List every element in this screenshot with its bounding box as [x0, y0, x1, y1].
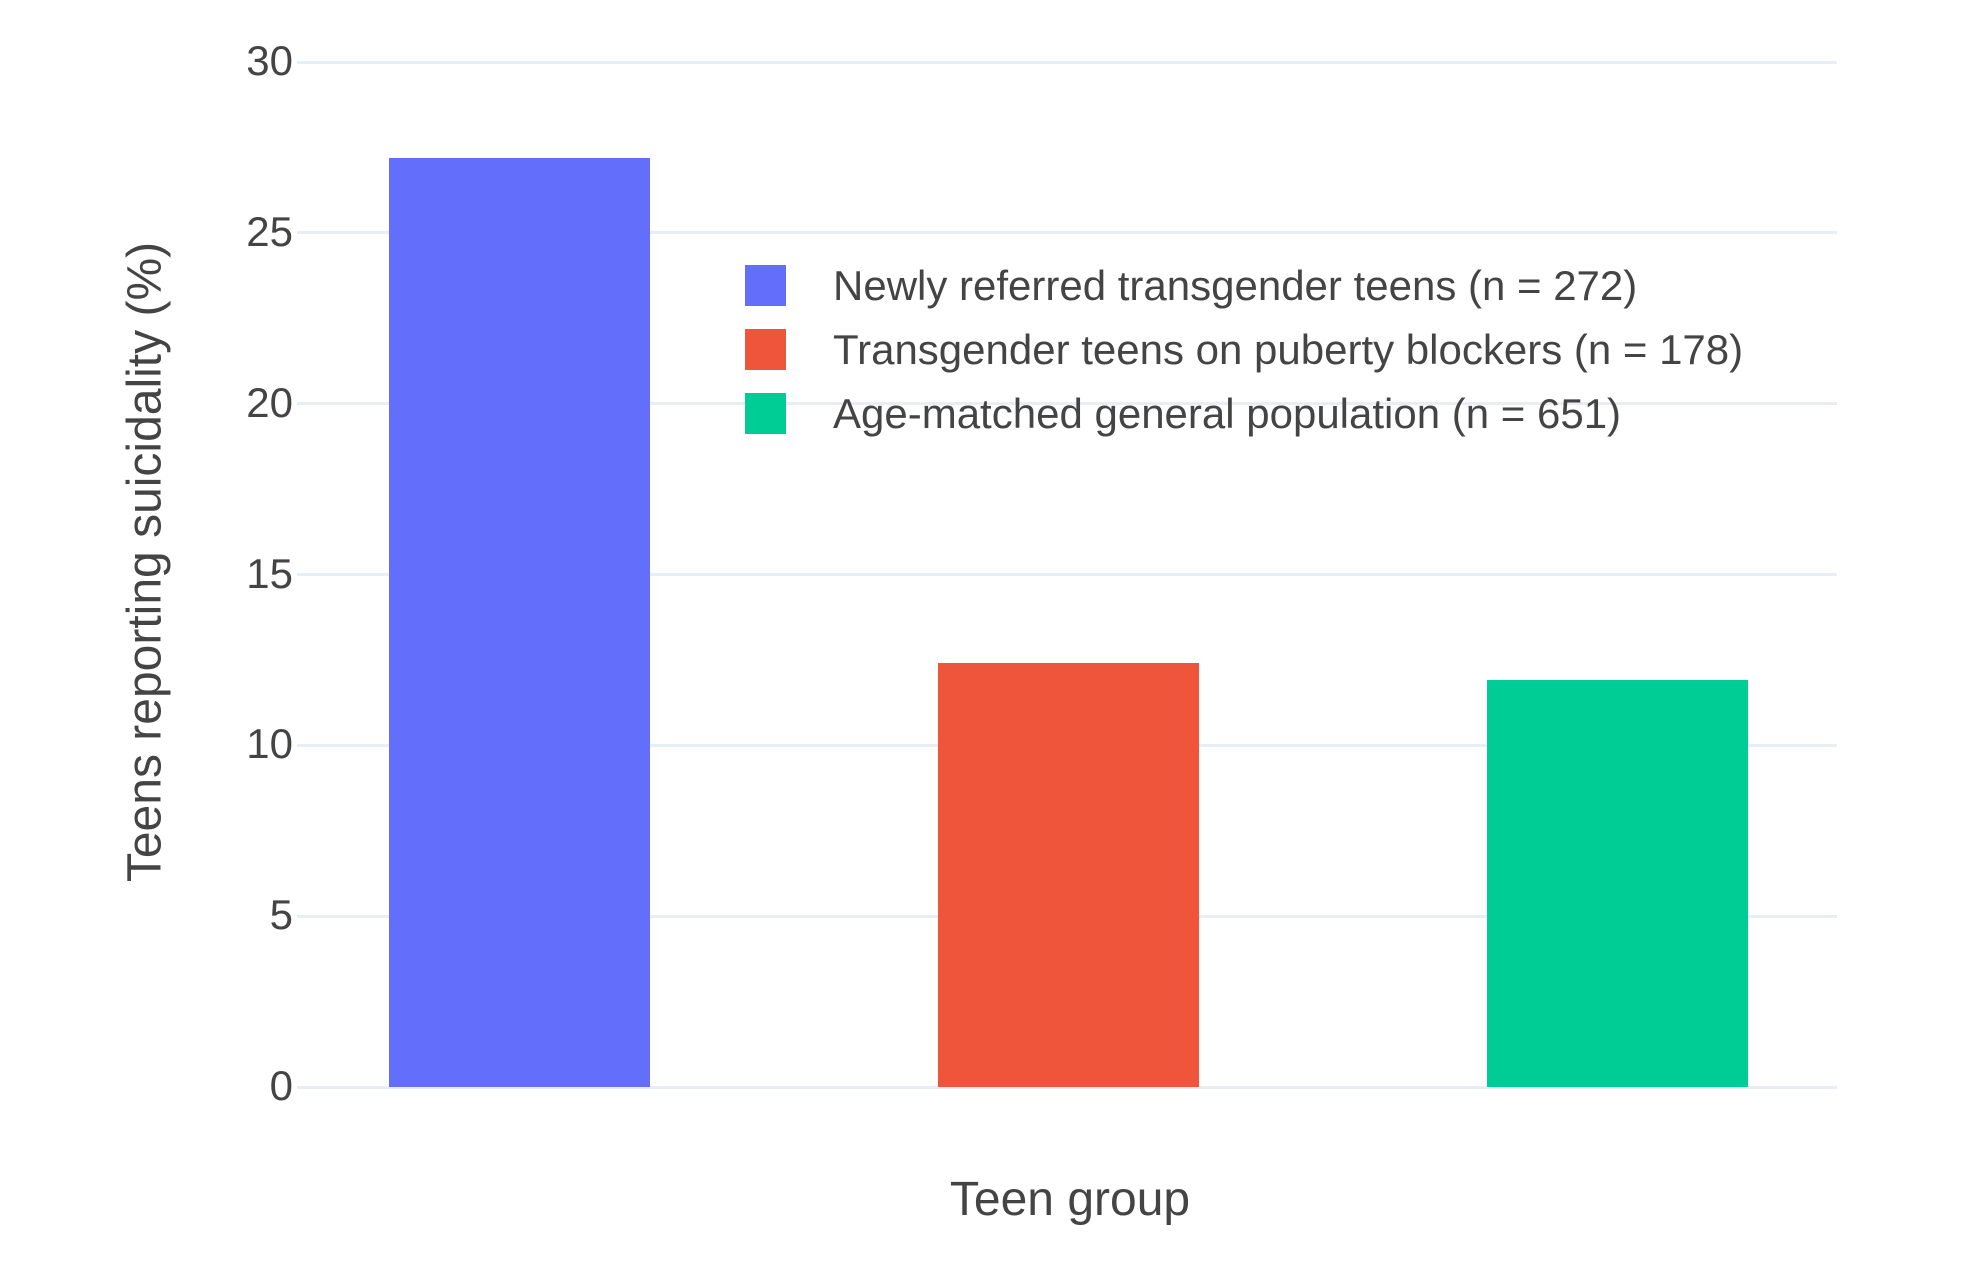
legend-item-3[interactable]: Age-matched general population (n = 651): [745, 390, 1743, 437]
legend-label: Newly referred transgender teens (n = 27…: [833, 261, 1638, 309]
y-tick-label-30: 30: [246, 37, 293, 85]
legend-item-1[interactable]: Newly referred transgender teens (n = 27…: [745, 262, 1743, 309]
gridline-30: [297, 60, 1837, 64]
gridline-0: [297, 1085, 1837, 1089]
y-tick-label-5: 5: [269, 891, 293, 939]
y-tick-label-15: 15: [246, 549, 293, 597]
legend-item-2[interactable]: Transgender teens on puberty blockers (n…: [745, 326, 1743, 373]
legend-swatch-icon[interactable]: [745, 329, 786, 370]
bar-3[interactable]: [1487, 680, 1748, 1087]
bar-1[interactable]: [389, 157, 650, 1087]
y-tick-label-10: 10: [246, 720, 293, 768]
legend-label: Age-matched general population (n = 651): [833, 389, 1622, 437]
gridline-25: [297, 231, 1837, 235]
legend-swatch-icon[interactable]: [745, 265, 786, 306]
y-axis-title: Teens reporting suicidality (%): [118, 241, 172, 883]
gridline-20: [297, 402, 1837, 406]
gridline-15: [297, 573, 1837, 576]
y-tick-label-25: 25: [246, 207, 293, 255]
y-tick-label-0: 0: [269, 1062, 293, 1110]
y-tick-label-20: 20: [246, 378, 293, 426]
bar-2[interactable]: [938, 663, 1199, 1087]
legend: Newly referred transgender teens (n = 27…: [745, 262, 1743, 457]
legend-label: Transgender teens on puberty blockers (n…: [833, 325, 1744, 373]
x-axis-title: Teen group: [949, 1173, 1191, 1226]
legend-swatch-icon[interactable]: [745, 393, 786, 434]
